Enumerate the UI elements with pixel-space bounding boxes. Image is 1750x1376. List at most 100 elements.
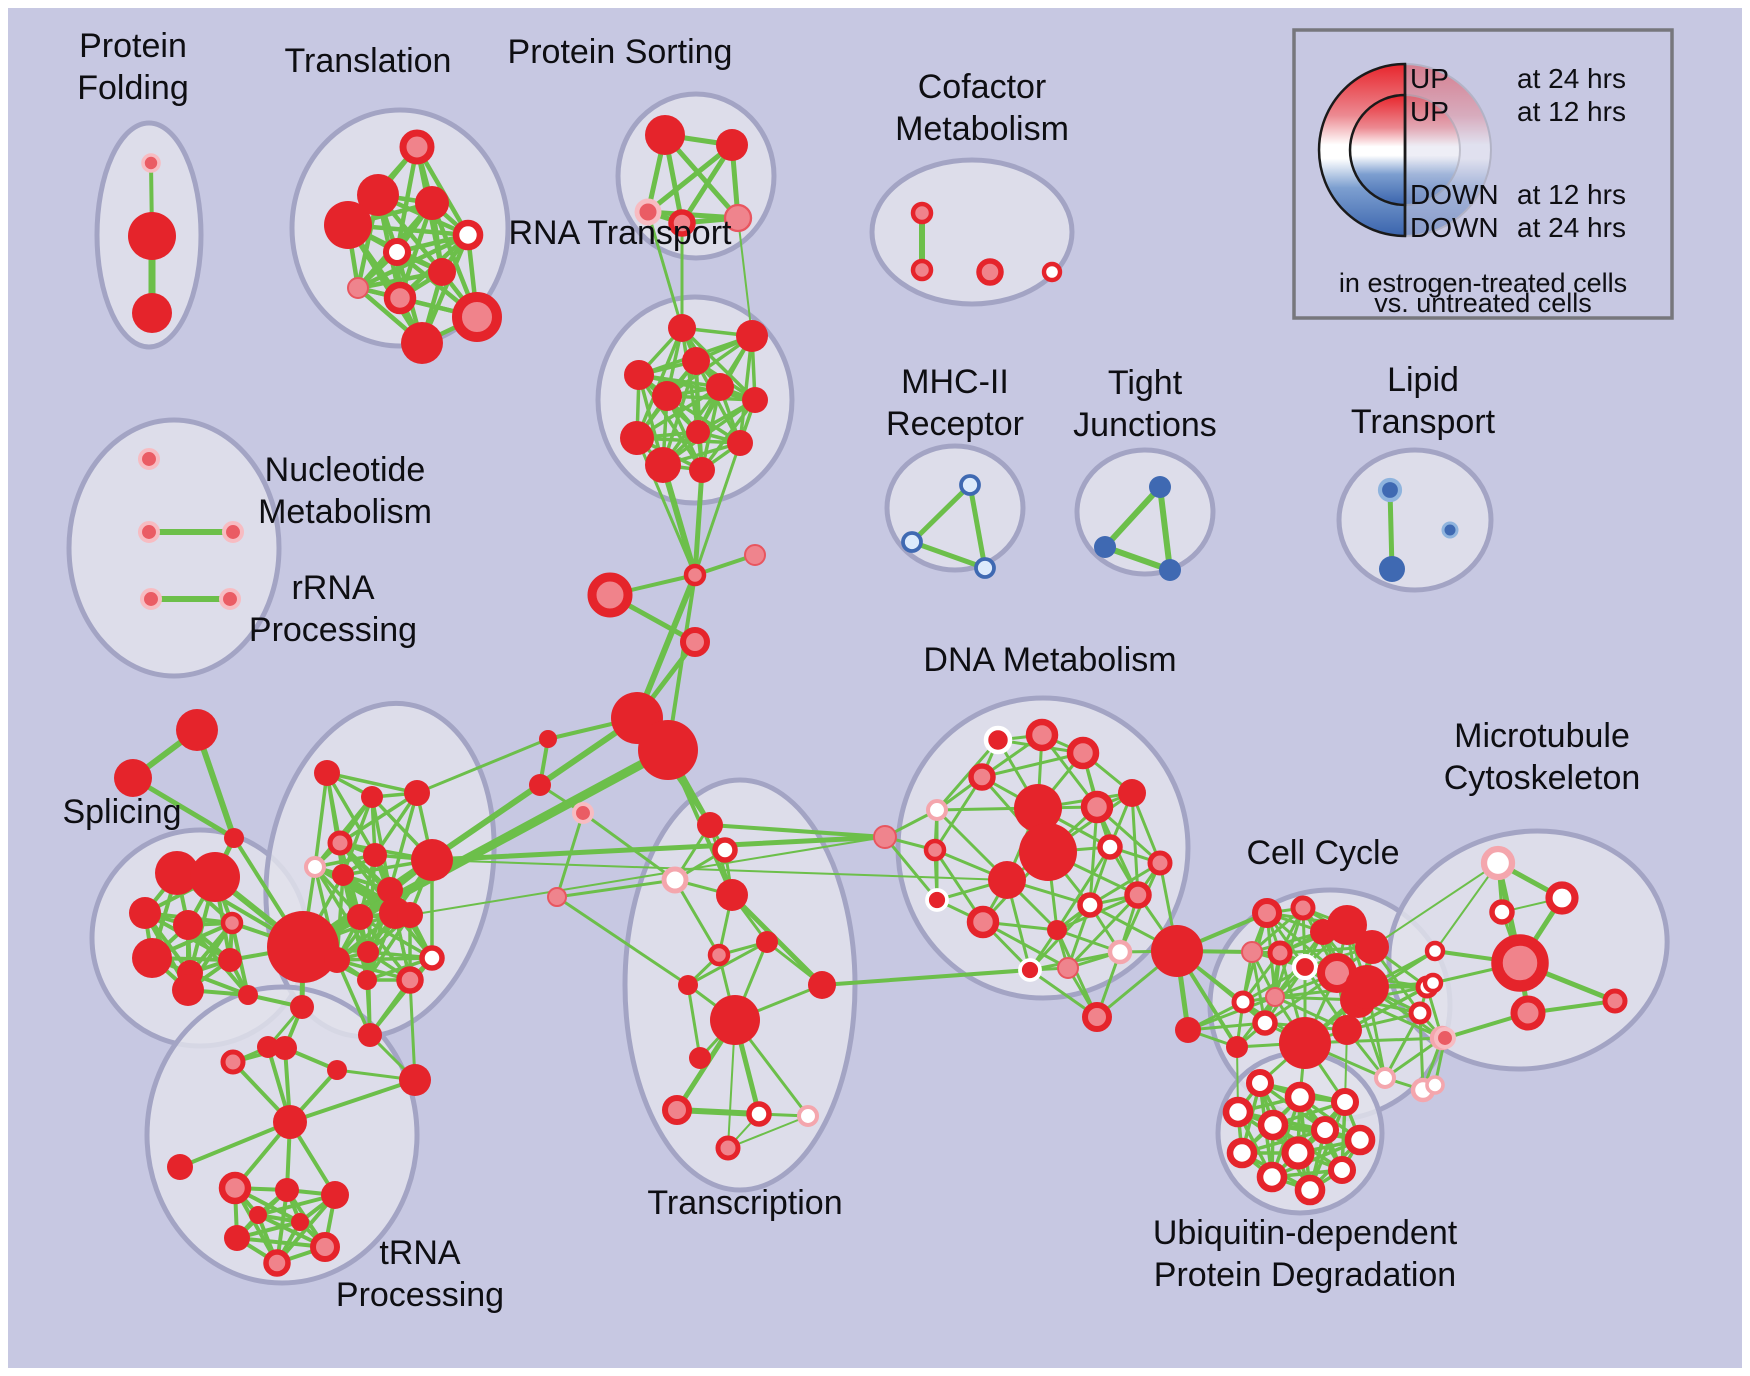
network-node-tr13 [746,1101,772,1127]
network-edge [130,775,237,841]
network-node-d11 [923,838,947,862]
network-node-r11 [347,904,373,930]
network-node-d15 [925,888,949,912]
network-node-x2 [114,759,152,797]
network-node-tb4 [224,1225,250,1251]
network-node-u2 [1284,1081,1316,1113]
network-node-lt3 [1441,521,1459,539]
network-node-sp5 [220,911,244,935]
legend-up-24-key: UP [1410,63,1449,94]
network-edge [335,958,372,1037]
network-node-d25 [1082,1002,1112,1032]
network-node-m1 [1480,845,1516,881]
network-node-nm2 [137,520,161,544]
network-node-ps4 [668,209,696,237]
network-node-tb1 [218,1171,252,1205]
network-node-tr2 [712,837,738,863]
network-node-tb6 [263,1249,291,1277]
network-node-nm4 [139,587,163,611]
cluster-label-translation: Translation [285,42,452,80]
network-node-cf2 [910,258,934,282]
cluster-label-cofactor: Cofactor Metabolism [895,68,1069,148]
network-node-u8 [1226,1137,1258,1169]
cluster-label-tight-junctions: Tight Junctions [1073,364,1217,444]
network-node-u5 [1257,1109,1289,1141]
network-edge [555,895,690,987]
network-node-ch1 [539,730,557,748]
network-node-c2 [744,544,766,566]
network-edge [820,968,1032,987]
network-node-tr10 [710,995,760,1045]
network-node-rt11 [645,447,681,483]
network-node-c1 [683,563,707,587]
network-node-rt12 [689,457,715,483]
network-edge [693,441,742,577]
network-node-pf2 [128,212,176,260]
legend-down-12-key: DOWN [1410,179,1499,210]
legend-circle-inner-right [1404,93,1461,207]
network-edge [1387,487,1395,572]
network-node-rt5 [706,373,734,401]
network-node-tn1 [220,1049,246,1075]
network-node-d1 [983,725,1013,755]
network-edge [660,462,698,578]
network-node-ps3 [634,198,662,226]
legend-down-24-key: DOWN [1410,212,1499,243]
network-node-r6 [332,864,354,886]
network-node-rt2 [736,320,768,352]
network-node-m2 [1545,881,1579,915]
network-node-cc11 [1231,990,1255,1014]
cluster-label-rna-transport: RNA Transport [509,214,733,252]
network-node-pf1 [141,153,161,173]
cluster-label-ubiquitin: Ubiquitin-dependent Protein Degradation [1153,1214,1458,1294]
network-node-d13 [1097,834,1123,860]
network-node-c4 [680,627,710,657]
network-node-t2 [357,174,399,216]
network-node-tj3 [1159,559,1181,581]
cluster-labels: Protein Folding Translation Protein Sorting… [62,27,1640,1314]
network-node-cc16 [1226,1036,1248,1058]
network-node-tr9 [808,971,836,999]
network-node-cc22 [1373,1066,1397,1090]
network-node-cf4 [1041,261,1063,283]
network-node-d21 [1018,958,1042,982]
network-edge [1186,995,1277,1032]
network-edge [909,482,973,545]
network-node-x3 [224,828,244,848]
network-node-ps5 [723,203,753,233]
cluster-label-cell-cycle: Cell Cycle [1246,834,1399,872]
legend: UP at 24 hrs UP at 12 hrs DOWN at 12 hrs… [1292,28,1674,320]
network-edge [686,940,769,987]
network-node-nm5 [218,587,242,611]
network-node-m9 [1433,1026,1457,1050]
network-edge [700,398,757,472]
network-node-ti [167,1154,193,1180]
network-node-cc5 [1355,930,1389,964]
network-node-u11 [1256,1161,1288,1193]
network-node-u10 [1327,1155,1357,1185]
network-node-t11 [401,322,443,364]
network-node-d20 [1107,939,1133,965]
network-node-d7 [1080,790,1114,824]
network-node-tr8 [678,975,698,995]
network-edge [637,373,757,402]
network-edge [408,978,417,1082]
network-edge [1157,484,1173,573]
network-node-d22 [1057,957,1079,979]
network-node-cc13 [1252,1010,1278,1036]
cluster-ellipse-tight-junctions [1074,447,1216,577]
network-edge [431,859,1008,881]
network-node-sp4 [173,910,203,940]
network-node-u7 [1344,1124,1376,1156]
network-node-r13 [267,911,339,983]
network-node-mh1 [959,474,981,496]
network-node-t3 [415,186,449,220]
network-node-u3 [1330,1087,1360,1117]
network-node-d10 [988,861,1026,899]
network-node-u12 [1294,1174,1326,1206]
network-edge [409,836,886,916]
cluster-label-lipid-transport: Lipid Transport [1351,361,1496,441]
network-node-tr15 [715,1135,741,1161]
network-node-tr14 [796,1104,820,1128]
